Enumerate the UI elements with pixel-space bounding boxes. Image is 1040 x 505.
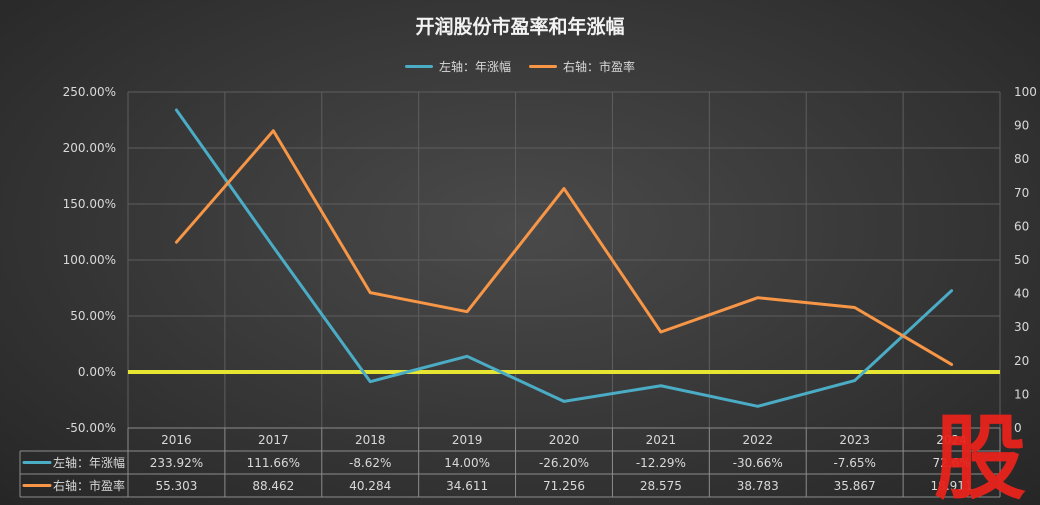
y-right-tick-label: 40 <box>1014 287 1029 301</box>
y-left-tick-label: 50.00% <box>70 309 116 323</box>
y-right-tick-label: 60 <box>1014 219 1029 233</box>
table-series-name: 右轴：市盈率 <box>53 478 125 493</box>
x-tick-label: 2018 <box>355 433 386 447</box>
x-tick-label: 2021 <box>646 433 677 447</box>
data-label: -12.29% <box>636 456 686 470</box>
y-right-tick-label: 70 <box>1014 186 1029 200</box>
data-label: 71.256 <box>543 479 585 493</box>
x-tick-label: 2019 <box>452 433 483 447</box>
y-right-tick-label: 10 <box>1014 387 1029 401</box>
watermark-logo: 股 <box>934 408 1026 505</box>
y-left-tick-label: 150.00% <box>63 197 116 211</box>
data-label: -30.66% <box>733 456 783 470</box>
y-right-tick-label: 80 <box>1014 152 1029 166</box>
legend-swatch-return <box>404 65 433 68</box>
data-label: 28.575 <box>640 479 682 493</box>
y-right-tick-label: 0 <box>1014 421 1022 435</box>
watermark-glyph: 股 <box>934 408 1026 505</box>
legend: 左轴：年涨幅 右轴：市盈率 <box>0 58 1040 75</box>
x-tick-label: 2017 <box>258 433 289 447</box>
y-right-tick-label: 30 <box>1014 320 1029 334</box>
y-left-tick-label: 0.00% <box>78 365 116 379</box>
y-right-tick-label: 20 <box>1014 354 1029 368</box>
y-left-tick-label: 200.00% <box>63 141 116 155</box>
data-label: 111.66% <box>247 456 300 470</box>
data-label: -8.62% <box>349 456 391 470</box>
y-right-tick-label: 90 <box>1014 119 1029 133</box>
legend-label-return: 左轴：年涨幅 <box>438 60 511 74</box>
data-label: -26.20% <box>539 456 589 470</box>
data-label: -7.65% <box>833 456 875 470</box>
y-left-tick-label: 250.00% <box>63 85 116 99</box>
x-tick-label: 2022 <box>743 433 774 447</box>
legend-item-pe: 右轴：市盈率 <box>529 58 635 75</box>
legend-label-pe: 右轴：市盈率 <box>563 60 636 74</box>
x-tick-label: 2023 <box>839 433 870 447</box>
data-label: 233.92% <box>150 456 203 470</box>
legend-item-return: 左轴：年涨幅 <box>404 58 511 75</box>
x-tick-label: 2020 <box>549 433 580 447</box>
data-label: 88.462 <box>252 479 294 493</box>
data-label: 18.911 <box>931 479 973 493</box>
data-label: 40.284 <box>349 479 391 493</box>
data-label: 35.867 <box>834 479 876 493</box>
x-tick-label: 2024 <box>936 433 967 447</box>
y-left-tick-label: 100.00% <box>63 253 116 267</box>
y-left-tick-label: -50.00% <box>66 421 116 435</box>
data-label: 55.303 <box>155 479 197 493</box>
data-label: 14.00% <box>444 456 490 470</box>
table-series-name: 左轴：年涨幅 <box>53 455 125 470</box>
y-right-tick-label: 100 <box>1014 85 1037 99</box>
data-label: 38.783 <box>737 479 779 493</box>
data-label: 34.611 <box>446 479 488 493</box>
series-line-pe <box>174 129 954 366</box>
x-tick-label: 2016 <box>161 433 192 447</box>
data-label: 72.6% <box>932 456 970 470</box>
y-right-tick-label: 50 <box>1014 253 1029 267</box>
legend-swatch-pe <box>529 65 557 68</box>
chart-title: 开润股份市盈率和年涨幅 <box>415 16 625 38</box>
series-line-return <box>174 108 954 408</box>
